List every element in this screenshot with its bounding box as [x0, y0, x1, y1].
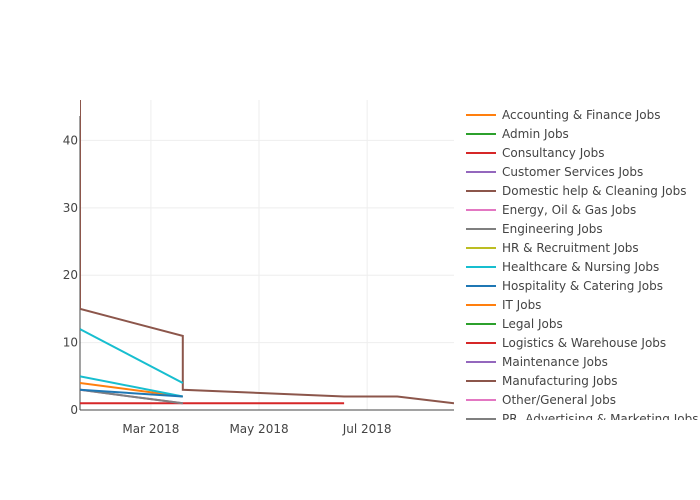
legend-label: HR & Recruitment Jobs	[502, 241, 639, 255]
grid	[80, 100, 454, 410]
y-tick-label: 20	[63, 268, 78, 282]
legend: Accounting & Finance Jobs Admin Jobs Consu…	[466, 108, 698, 426]
y-tick-label: 40	[63, 133, 78, 147]
x-tick-label: Mar 2018	[122, 422, 179, 436]
legend-label: Legal Jobs	[502, 317, 563, 331]
legend-item[interactable]: Consultancy Jobs	[466, 146, 604, 160]
legend-label: Healthcare & Nursing Jobs	[502, 260, 659, 274]
series-line	[80, 388, 183, 405]
legend-label: Energy, Oil & Gas Jobs	[502, 203, 636, 217]
legend-label: PR, Advertising & Marketing Jobs	[502, 412, 698, 426]
series-line	[80, 388, 183, 398]
legend-item[interactable]: Manufacturing Jobs	[466, 374, 617, 388]
series-line	[80, 382, 183, 398]
legend-item[interactable]: Accounting & Finance Jobs	[466, 108, 660, 122]
x-tick-label: May 2018	[229, 422, 288, 436]
y-tick-label: 30	[63, 201, 78, 215]
legend-label: IT Jobs	[502, 298, 541, 312]
legend-item[interactable]: Admin Jobs	[466, 127, 569, 141]
legend-item[interactable]: PR, Advertising & Marketing Jobs	[466, 412, 698, 426]
y-tick-label: 10	[63, 336, 78, 350]
legend-item[interactable]: Legal Jobs	[466, 317, 563, 331]
legend-label: Maintenance Jobs	[502, 355, 608, 369]
series-line	[80, 375, 183, 398]
legend-item[interactable]: IT Jobs	[466, 298, 541, 312]
plot-area	[80, 100, 454, 405]
legend-item[interactable]: Logistics & Warehouse Jobs	[466, 336, 666, 350]
y-tick-label: 0	[70, 403, 78, 417]
legend-item[interactable]: Customer Services Jobs	[466, 165, 643, 179]
legend-label: Hospitality & Catering Jobs	[502, 279, 663, 293]
legend-label: Accounting & Finance Jobs	[502, 108, 660, 122]
legend-item[interactable]: Engineering Jobs	[466, 222, 603, 236]
legend-item[interactable]: Hospitality & Catering Jobs	[466, 279, 663, 293]
legend-label: Consultancy Jobs	[502, 146, 604, 160]
legend-label: Domestic help & Cleaning Jobs	[502, 184, 686, 198]
legend-label: Engineering Jobs	[502, 222, 603, 236]
legend-label: Other/General Jobs	[502, 393, 616, 407]
legend-item[interactable]: Energy, Oil & Gas Jobs	[466, 203, 636, 217]
x-axis-ticks: Mar 2018 May 2018 Jul 2018	[122, 422, 391, 436]
x-tick-label: Jul 2018	[342, 422, 392, 436]
legend-label: Logistics & Warehouse Jobs	[502, 336, 666, 350]
legend-item[interactable]: Other/General Jobs	[466, 393, 616, 407]
series-line	[80, 328, 184, 384]
legend-item[interactable]: Maintenance Jobs	[466, 355, 608, 369]
legend-label: Admin Jobs	[502, 127, 569, 141]
legend-item[interactable]: Domestic help & Cleaning Jobs	[466, 184, 686, 198]
legend-item[interactable]: HR & Recruitment Jobs	[466, 241, 639, 255]
legend-label: Manufacturing Jobs	[502, 374, 617, 388]
legend-label: Customer Services Jobs	[502, 165, 643, 179]
y-axis-ticks: 0 10 20 30 40	[63, 133, 78, 417]
legend-item[interactable]: Healthcare & Nursing Jobs	[466, 260, 659, 274]
series-line	[80, 100, 454, 405]
